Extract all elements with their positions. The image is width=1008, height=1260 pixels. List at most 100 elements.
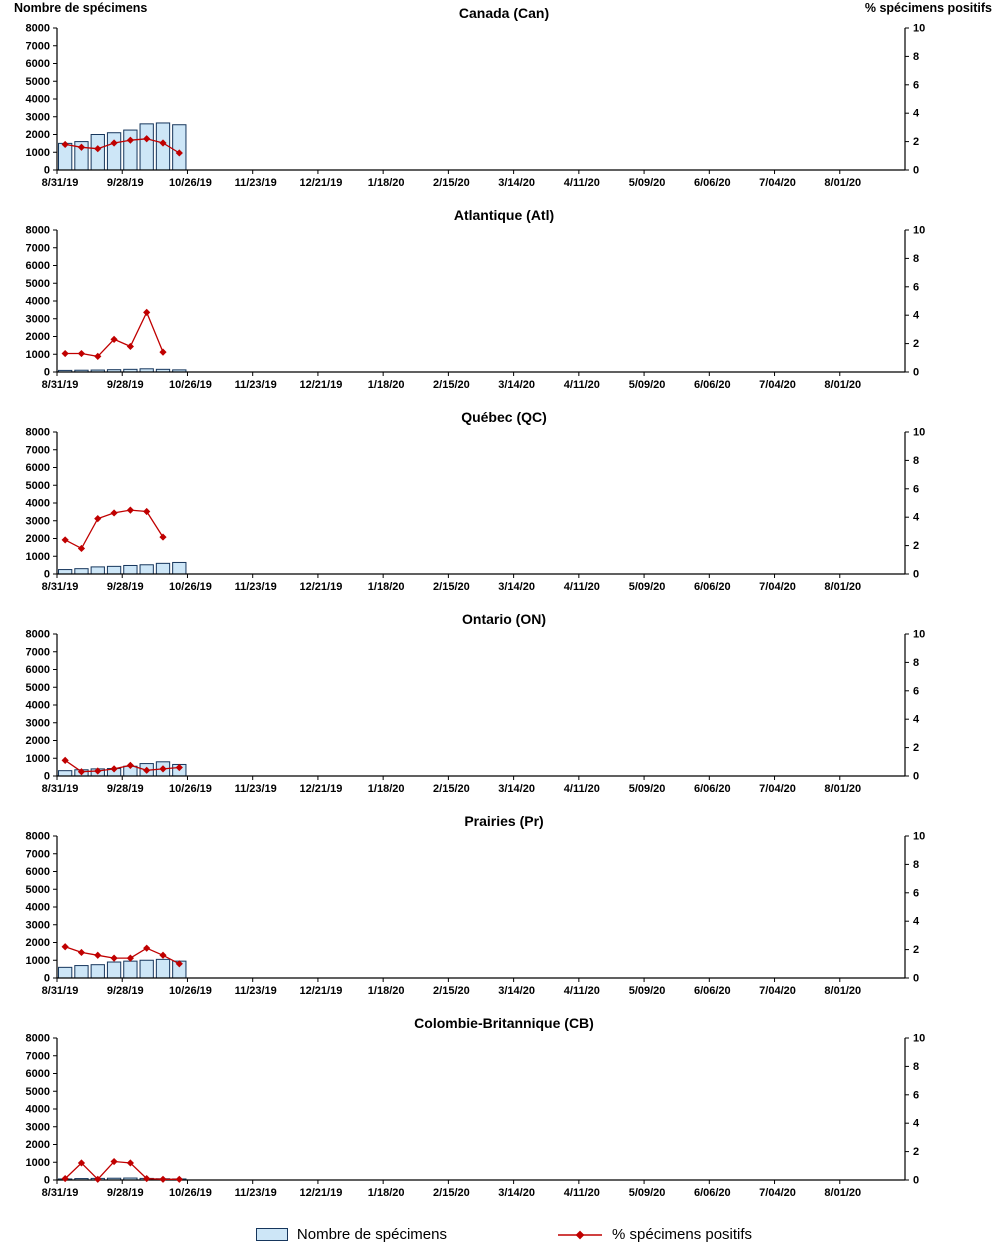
- chart-prairies-header: Prairies (Pr): [0, 808, 1008, 830]
- svg-text:6: 6: [913, 685, 919, 697]
- chart-atlantique: Atlantique (Atl) 8000 7000 6000 5000 4000 300…: [0, 202, 1008, 404]
- chart-canada-canvas: 8000 7000 6000 5000 4000 3000 2000 1000 0 10 8 6 4 2 0…: [26, 23, 926, 190]
- svg-text:4: 4: [913, 108, 920, 120]
- chart-atlantique-title: Atlantique (Atl): [453, 207, 555, 223]
- svg-text:2/15/20: 2/15/20: [433, 1187, 470, 1199]
- svg-text:4/11/20: 4/11/20: [564, 379, 600, 391]
- svg-text:7/04/20: 7/04/20: [759, 379, 796, 391]
- svg-text:8/01/20: 8/01/20: [824, 1187, 861, 1199]
- svg-text:2000: 2000: [26, 1139, 50, 1151]
- svg-text:5/09/20: 5/09/20: [629, 581, 666, 593]
- svg-text:3/14/20: 3/14/20: [498, 581, 535, 593]
- svg-text:11/23/19: 11/23/19: [235, 581, 277, 593]
- svg-text:11/23/19: 11/23/19: [235, 985, 277, 997]
- svg-text:11/23/19: 11/23/19: [235, 379, 277, 391]
- svg-text:8/01/20: 8/01/20: [824, 783, 861, 795]
- left-axis-title: Nombre de spécimens: [14, 1, 148, 15]
- chart-quebec-header: Québec (QC): [0, 404, 1008, 426]
- svg-text:3000: 3000: [26, 919, 50, 931]
- svg-text:10/26/19: 10/26/19: [169, 985, 212, 997]
- svg-text:4/11/20: 4/11/20: [564, 985, 600, 997]
- svg-text:10/26/19: 10/26/19: [169, 379, 212, 391]
- svg-text:6000: 6000: [26, 58, 50, 70]
- svg-text:11/23/19: 11/23/19: [235, 783, 277, 795]
- svg-text:10: 10: [913, 427, 925, 439]
- svg-text:12/21/19: 12/21/19: [300, 985, 343, 997]
- chart-colombie-britannique-header: Colombie-Britannique (CB): [0, 1010, 1008, 1032]
- svg-text:1000: 1000: [26, 955, 50, 967]
- right-axis-title: % spécimens positifs: [864, 1, 992, 15]
- svg-text:6/06/20: 6/06/20: [694, 177, 731, 189]
- svg-text:10/26/19: 10/26/19: [169, 581, 212, 593]
- svg-text:6: 6: [913, 79, 919, 91]
- svg-text:4000: 4000: [26, 498, 50, 510]
- bar-swatch-icon: [255, 1227, 288, 1241]
- svg-text:5000: 5000: [26, 76, 50, 88]
- svg-text:1/18/20: 1/18/20: [368, 985, 405, 997]
- svg-text:0: 0: [913, 771, 919, 783]
- svg-text:2: 2: [913, 742, 919, 754]
- svg-text:4000: 4000: [26, 700, 50, 712]
- svg-text:3000: 3000: [26, 515, 50, 527]
- svg-text:6000: 6000: [26, 260, 50, 272]
- svg-text:8000: 8000: [26, 23, 50, 35]
- svg-text:6: 6: [913, 281, 919, 293]
- svg-text:8/31/19: 8/31/19: [42, 985, 79, 997]
- svg-text:0: 0: [44, 973, 50, 985]
- svg-text:8/01/20: 8/01/20: [824, 581, 861, 593]
- svg-text:8000: 8000: [26, 427, 50, 439]
- svg-text:9/28/19: 9/28/19: [107, 177, 144, 189]
- chart-ontario: Ontario (ON) 8000 7000 6000 5000 4000 3000 200…: [0, 606, 1008, 808]
- svg-text:7000: 7000: [26, 646, 50, 658]
- svg-text:11/23/19: 11/23/19: [235, 177, 277, 189]
- svg-text:0: 0: [913, 569, 919, 581]
- svg-text:4000: 4000: [26, 1104, 50, 1116]
- svg-text:2000: 2000: [26, 533, 50, 545]
- chart-prairies-canvas: 8000 7000 6000 5000 4000 3000 2000 1000 0 10 8 6 4 2 0…: [26, 831, 926, 998]
- svg-text:2/15/20: 2/15/20: [433, 783, 470, 795]
- svg-text:4: 4: [913, 1118, 920, 1130]
- chart-canada: Nombre de spécimens Canada (Can) % spéci…: [0, 0, 1008, 202]
- chart-quebec-canvas: 8000 7000 6000 5000 4000 3000 2000 1000 0 10 8 6 4 2 0…: [26, 427, 926, 594]
- svg-text:9/28/19: 9/28/19: [107, 985, 144, 997]
- svg-text:8: 8: [913, 455, 919, 467]
- legend-item-positive: % spécimens positifs: [557, 1226, 752, 1243]
- svg-text:7000: 7000: [26, 242, 50, 254]
- svg-text:8000: 8000: [26, 225, 50, 237]
- chart-ontario-canvas: 8000 7000 6000 5000 4000 3000 2000 1000 0 10 8 6 4 2 0…: [26, 629, 926, 796]
- svg-text:4000: 4000: [26, 296, 50, 308]
- svg-text:5000: 5000: [26, 480, 50, 492]
- svg-text:6000: 6000: [26, 462, 50, 474]
- svg-text:2: 2: [913, 136, 919, 148]
- svg-text:4000: 4000: [26, 94, 50, 106]
- chart-ontario-header: Ontario (ON): [0, 606, 1008, 628]
- svg-text:8000: 8000: [26, 1033, 50, 1045]
- svg-text:8: 8: [913, 859, 919, 871]
- svg-text:4: 4: [913, 916, 920, 928]
- svg-text:6000: 6000: [26, 664, 50, 676]
- svg-text:8/31/19: 8/31/19: [42, 581, 79, 593]
- svg-text:6/06/20: 6/06/20: [694, 783, 731, 795]
- chart-colombie-britannique-canvas: 8000 7000 6000 5000 4000 3000 2000 1000 0 10 8 6 4 2 0…: [26, 1033, 926, 1200]
- chart-quebec: Québec (QC) 8000 7000 6000 5000 4000 3000 2000…: [0, 404, 1008, 606]
- svg-text:4/11/20: 4/11/20: [564, 177, 600, 189]
- svg-text:8/01/20: 8/01/20: [824, 985, 861, 997]
- svg-text:12/21/19: 12/21/19: [300, 581, 343, 593]
- svg-text:0: 0: [913, 165, 919, 177]
- chart-colombie-britannique-title: Colombie-Britannique (CB): [414, 1015, 594, 1031]
- svg-text:8/31/19: 8/31/19: [42, 379, 79, 391]
- legend-line-label: % spécimens positifs: [612, 1225, 753, 1243]
- svg-text:3000: 3000: [26, 313, 50, 325]
- svg-text:4/11/20: 4/11/20: [564, 581, 600, 593]
- svg-text:9/28/19: 9/28/19: [107, 581, 144, 593]
- svg-text:2000: 2000: [26, 331, 50, 343]
- svg-text:9/28/19: 9/28/19: [107, 783, 144, 795]
- svg-text:7/04/20: 7/04/20: [759, 783, 796, 795]
- svg-text:5/09/20: 5/09/20: [629, 783, 666, 795]
- svg-text:6: 6: [913, 1089, 919, 1101]
- svg-text:7/04/20: 7/04/20: [759, 581, 796, 593]
- svg-text:4: 4: [913, 512, 920, 524]
- svg-text:1000: 1000: [26, 349, 50, 361]
- svg-text:1/18/20: 1/18/20: [368, 379, 405, 391]
